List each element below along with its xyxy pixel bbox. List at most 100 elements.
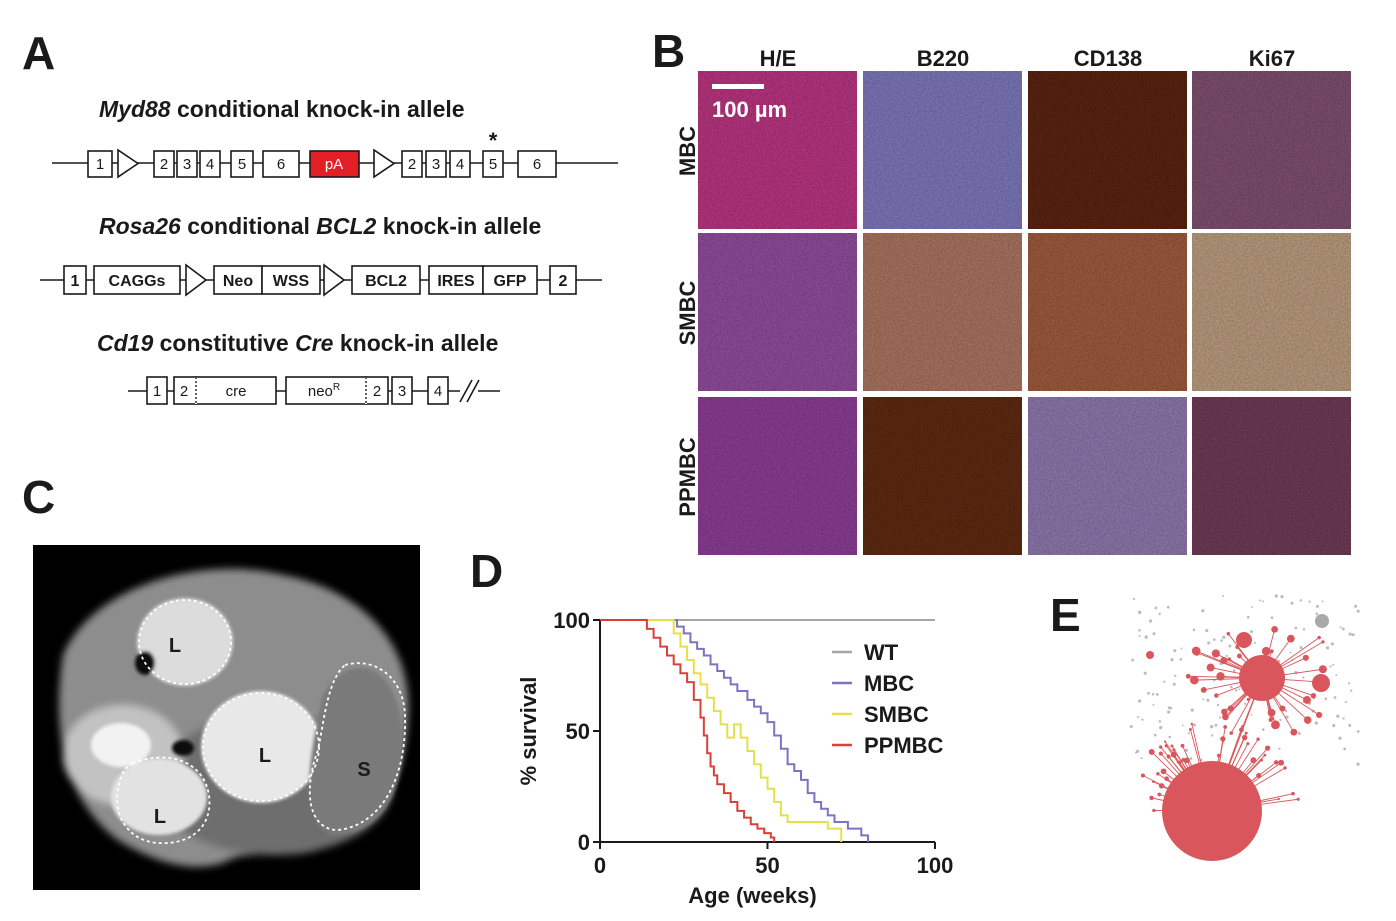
- network-node: [1163, 680, 1166, 683]
- network-node: [1268, 717, 1273, 722]
- network-node: [1160, 768, 1167, 775]
- network-node: [1158, 612, 1161, 616]
- legend-label-smbc: SMBC: [864, 702, 929, 727]
- network-node: [1190, 708, 1194, 712]
- network-node: [1156, 772, 1160, 776]
- network-node: [1144, 635, 1148, 639]
- axis-break-mark: [466, 379, 480, 403]
- network-node: [1286, 634, 1295, 643]
- network-node: [1143, 671, 1147, 675]
- network-node: [1222, 713, 1229, 721]
- network-node: [1250, 630, 1254, 634]
- network-node: [1220, 736, 1226, 742]
- network-node: [1214, 693, 1219, 698]
- network-node: [1154, 606, 1158, 610]
- network-node: [1316, 604, 1320, 608]
- network-node: [1302, 628, 1306, 631]
- network-node: [1261, 600, 1264, 603]
- network-node: [1188, 732, 1191, 735]
- network-node: [1256, 737, 1260, 741]
- network-node: [1226, 631, 1231, 636]
- network-node: [1167, 706, 1171, 710]
- network-node: [1188, 728, 1192, 731]
- network-node: [1259, 758, 1264, 762]
- network-node: [1181, 724, 1184, 727]
- cre-gene-name: Cre: [295, 330, 334, 356]
- myd88-exon-box: [401, 150, 423, 178]
- survival-chart: 0 50 100 0 50 100 Age (weeks) % survival WT MBC SM…: [516, 608, 953, 908]
- network-node: [1179, 658, 1183, 661]
- network-node: [1303, 716, 1312, 724]
- network-node: [1227, 705, 1234, 712]
- network-node: [1242, 734, 1248, 741]
- histology-tile-smbc-he: [698, 233, 857, 391]
- exon-label: 4: [206, 156, 214, 173]
- network-node: [1180, 647, 1183, 650]
- cd19-gene-name: Cd19: [97, 330, 154, 356]
- cassette-label: CAGGs: [109, 273, 166, 290]
- spleen-label: S: [357, 759, 370, 781]
- network-node: [1250, 757, 1257, 764]
- network-node: [1278, 747, 1281, 750]
- network-node: [1166, 605, 1170, 609]
- axis-break-mark: [459, 379, 473, 403]
- network-node: [1251, 606, 1253, 609]
- legend-label-wt: WT: [864, 640, 899, 665]
- network-node: [1234, 689, 1238, 692]
- cd19-allele-title: Cd19 constitutive Cre knock-in allele: [97, 330, 498, 357]
- network-node: [1344, 701, 1347, 704]
- network-node: [1149, 795, 1154, 801]
- network-node: [1263, 753, 1267, 757]
- network-node: [1343, 747, 1347, 751]
- network-node: [1137, 610, 1142, 615]
- exon-label: 2: [373, 383, 381, 400]
- myd88-exon-box: [176, 150, 198, 178]
- network-node: [1291, 791, 1295, 796]
- histology-tile-smbc-cd138: [1028, 233, 1187, 391]
- network-node: [1138, 629, 1141, 632]
- network-node: [1205, 629, 1209, 633]
- network-node: [1271, 720, 1280, 730]
- network-node: [1332, 663, 1335, 666]
- loxp-triangle: [373, 148, 396, 179]
- network-node: [1236, 653, 1242, 659]
- network-node: [1241, 725, 1244, 728]
- network-node: [1280, 594, 1284, 599]
- network-node: [1223, 725, 1228, 729]
- network-node: [1244, 731, 1248, 735]
- network-node: [1258, 599, 1261, 602]
- histology-tile-mbc-ki67: [1192, 71, 1351, 229]
- network-node: [1190, 675, 1199, 685]
- network-node: [1289, 651, 1292, 654]
- network-node: [1216, 753, 1221, 758]
- network-node: [1173, 649, 1177, 653]
- polya-label: pA: [325, 156, 343, 173]
- cassette-label: Neo: [223, 273, 253, 290]
- panel-label-b: B: [652, 25, 686, 77]
- exon-label: 3: [398, 383, 406, 400]
- network-node: [1321, 640, 1325, 644]
- network-node: [1148, 619, 1153, 623]
- network-node: [1181, 757, 1186, 762]
- network-node: [1147, 691, 1150, 695]
- myd88-exon-box: [517, 150, 557, 178]
- network-node: [1246, 615, 1250, 619]
- network-node: [1333, 696, 1337, 699]
- network-node: [1129, 724, 1133, 729]
- network-node: [1324, 697, 1328, 701]
- exon-label: 6: [277, 156, 285, 173]
- myd88-exon-box: [230, 150, 254, 178]
- network-node: [1170, 658, 1174, 662]
- network-node: [1335, 674, 1338, 677]
- exon-label: 2: [160, 156, 168, 173]
- mri-image: L L L S: [33, 545, 420, 890]
- network-node: [1338, 736, 1342, 740]
- rosa26-allele-diagram: 1 CAGGs Neo WSS BCL2 IRES GFP 2: [40, 263, 602, 297]
- cre-label: cre: [226, 383, 247, 400]
- survival-line-mbc: [600, 619, 869, 842]
- network-node: [1246, 742, 1250, 746]
- column-header-cd138: CD138: [1073, 46, 1143, 71]
- network-node: [1269, 649, 1274, 654]
- network-node: [1138, 699, 1142, 703]
- histology-tile-smbc-ki67: [1192, 233, 1351, 391]
